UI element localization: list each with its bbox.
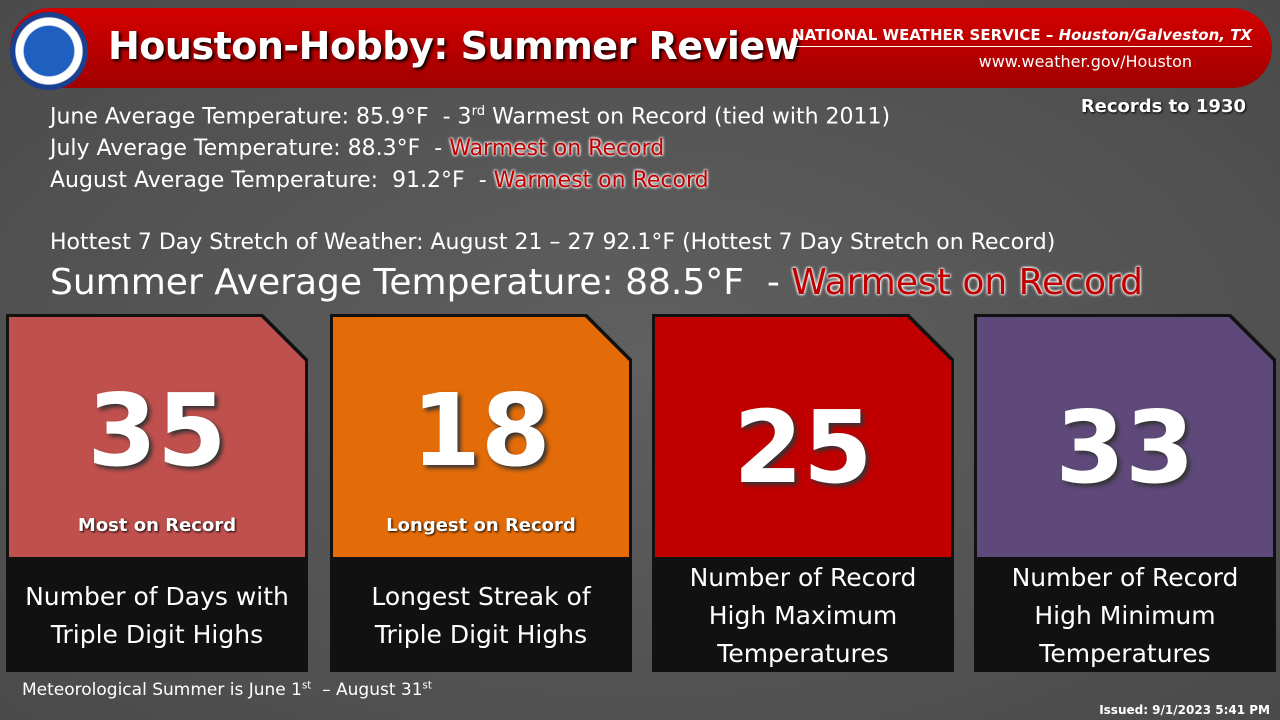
stat-number: 25	[733, 389, 873, 506]
label-line: Number of Days with	[25, 582, 289, 611]
stat-number: 35	[87, 372, 227, 489]
highlight: Warmest on Record	[493, 168, 709, 193]
label-line: High Minimum	[1034, 601, 1216, 630]
text: Meteorological Summer is June 1	[22, 680, 302, 700]
stat-card: 33 Number of Record High Minimum Temperatur…	[974, 314, 1276, 672]
card-panel: 18 Longest on Record	[333, 317, 629, 557]
text: st	[301, 680, 312, 692]
url: www.weather.gov/Houston	[978, 52, 1192, 71]
nws-logo	[10, 12, 88, 90]
stat-label: Longest Streak of Triple Digit Highs	[330, 578, 632, 654]
title: Houston-Hobby: Summer Review	[108, 24, 800, 68]
header-bar	[10, 8, 1272, 88]
summary-line: Summer Average Temperature: 88.5°F - War…	[50, 262, 1143, 303]
stat-note: Most on Record	[77, 515, 237, 536]
card-panel: 33	[977, 317, 1273, 557]
text: August Average Temperature: 91.2°F -	[50, 168, 494, 193]
stat-card: 25 Number of Record High Maximum Temperatur…	[652, 314, 954, 672]
text: June Average Temperature: 85.9°F - 3	[50, 104, 472, 130]
issued: Issued: 9/1/2023 5:41 PM	[1099, 703, 1270, 717]
text: July Average Temperature: 88.3°F -	[50, 136, 450, 161]
office: Houston/Galveston, TX	[1058, 26, 1252, 44]
stat-number: 18	[411, 372, 551, 489]
highlight: Warmest on Record	[791, 262, 1144, 303]
summary-line: August Average Temperature: 91.2°F - War…	[50, 168, 709, 193]
agency: NATIONAL WEATHER SERVICE – Houston/Galve…	[792, 26, 1252, 47]
summary-line: Hottest 7 Day Stretch of Weather: August…	[50, 230, 1055, 255]
label-line: Triple Digit Highs	[374, 620, 588, 649]
footer-note: Meteorological Summer is June 1st – Augu…	[22, 680, 432, 700]
summary-line: July Average Temperature: 88.3°F - Warme…	[50, 136, 664, 161]
label-line: Triple Digit Highs	[50, 620, 264, 649]
label-line: Temperatures	[717, 639, 889, 668]
stat-label: Number of Days with Triple Digit Highs	[6, 578, 308, 654]
label-line: Number of Record	[1011, 563, 1239, 592]
text: Hottest 7 Day Stretch of Weather: August…	[50, 230, 1056, 255]
stat-label: Number of Record High Minimum Temperatures	[974, 559, 1276, 673]
label-line: Number of Record	[689, 563, 917, 592]
label-line: Longest Streak of	[371, 582, 591, 611]
records-note: Records to 1930	[1080, 96, 1246, 117]
label-line: Temperatures	[1039, 639, 1211, 668]
stat-card: 18 Longest on Record Longest Streak of Trip…	[330, 314, 632, 672]
stat-card: 35 Most on Record Number of Days with Tripl…	[6, 314, 308, 672]
card-panel: 35 Most on Record	[9, 317, 305, 557]
text: st	[422, 680, 432, 692]
stat-note: Longest on Record	[386, 515, 576, 536]
highlight: Warmest on Record	[449, 136, 665, 161]
card-panel: 25	[655, 317, 951, 557]
stat-number: 33	[1055, 389, 1195, 506]
text: rd	[471, 104, 486, 119]
agency-name: NATIONAL WEATHER SERVICE –	[792, 26, 1059, 44]
text: Warmest on Record (tied with 2011)	[485, 104, 891, 130]
text: – August 31	[311, 680, 423, 700]
summary-line: June Average Temperature: 85.9°F - 3rd W…	[50, 104, 890, 129]
label-line: High Maximum	[708, 601, 898, 630]
stat-label: Number of Record High Maximum Temperatures	[652, 559, 954, 673]
text: Summer Average Temperature: 88.5°F -	[50, 262, 792, 303]
